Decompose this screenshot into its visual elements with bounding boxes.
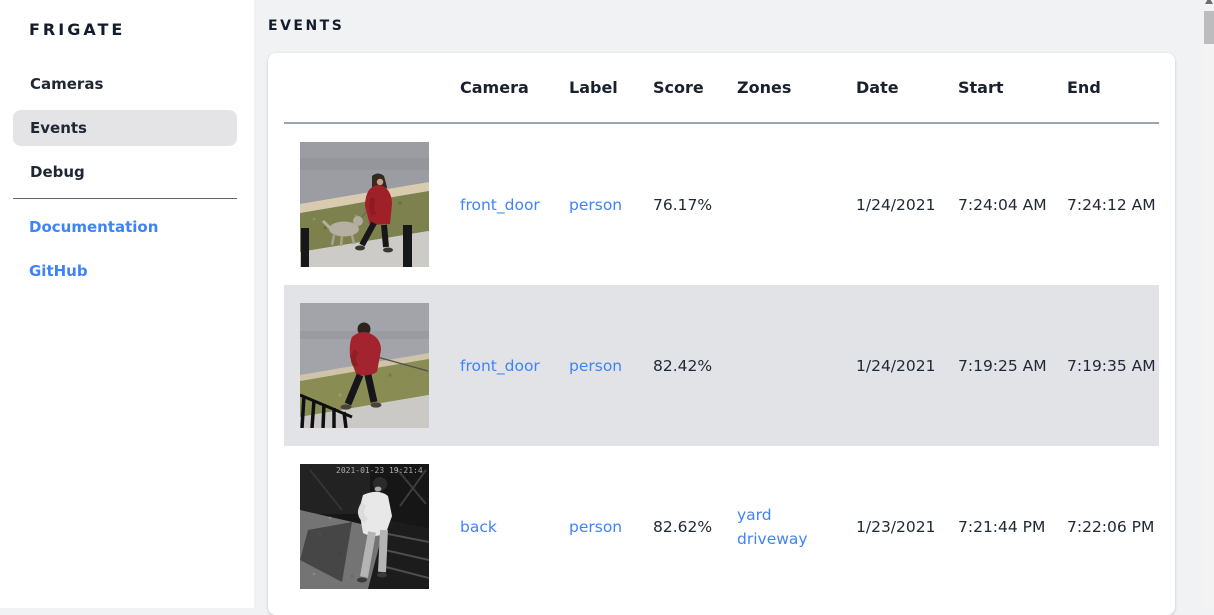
scrollbar-thumb[interactable] [1204, 11, 1214, 44]
column-header-label: Label [553, 53, 637, 124]
thumbnail-cell: 2021-01-23 19:21:4 [284, 446, 444, 607]
date-value: 1/24/2021 [856, 195, 936, 214]
page-title: EVENTS [268, 18, 345, 34]
events-table: Camera Label Score Zones Date Start End [284, 53, 1159, 607]
sidebar-item-cameras[interactable]: Cameras [30, 75, 104, 93]
zone-link[interactable]: driveway [737, 529, 808, 548]
end-time-value: 7:24:12 AM [1067, 195, 1156, 214]
thumbnail-cell [284, 123, 444, 285]
scrollbar-up-arrow-icon[interactable] [1205, 0, 1213, 4]
start-time-value: 7:24:04 AM [958, 195, 1047, 214]
app-title: FRIGATE [29, 20, 126, 39]
date-value: 1/23/2021 [856, 517, 936, 536]
score-value: 82.62% [653, 517, 713, 536]
camera-link[interactable]: back [460, 517, 497, 536]
scrollbar-track[interactable] [1204, 0, 1214, 608]
sidebar-nav: Cameras Events Debug [0, 66, 254, 190]
column-header-score: Score [637, 53, 721, 124]
camera-cell: front_door [444, 123, 553, 285]
event-row[interactable]: front_door person 76.17% 1/24/2021 7:24:… [284, 123, 1159, 285]
score-value: 76.17% [653, 195, 713, 214]
sidebar-item-events[interactable]: Events [13, 110, 237, 146]
event-row[interactable]: front_door person 82.42% 1/24/2021 7:19:… [284, 285, 1159, 446]
events-card: Camera Label Score Zones Date Start End [268, 53, 1175, 615]
column-header-zones: Zones [721, 53, 840, 124]
camera-cell: front_door [444, 285, 553, 446]
thumbnail-cell [284, 285, 444, 446]
label-link[interactable]: person [569, 517, 623, 536]
sidebar-link-github[interactable]: GitHub [29, 262, 88, 280]
label-link[interactable]: person [569, 356, 623, 375]
camera-cell: back [444, 446, 553, 607]
label-cell: person [553, 123, 637, 285]
table-header-row: Camera Label Score Zones Date Start End [284, 53, 1159, 124]
event-thumbnail[interactable]: 2021-01-23 19:21:4 [300, 464, 429, 589]
main-content: EVENTS Camera Label Score Zones Date [254, 0, 1214, 615]
score-value: 82.42% [653, 356, 713, 375]
label-cell: person [553, 446, 637, 607]
event-thumbnail[interactable] [300, 303, 429, 428]
column-header-end: End [1051, 53, 1159, 124]
event-row[interactable]: 2021-01-23 19:21:4 back person 82.62% ya… [284, 446, 1159, 607]
camera-link[interactable]: front_door [460, 195, 540, 214]
column-header-start: Start [942, 53, 1051, 124]
zone-link[interactable]: yard [737, 505, 772, 524]
zones-cell [721, 123, 840, 285]
camera-link[interactable]: front_door [460, 356, 540, 375]
start-time-value: 7:21:44 PM [958, 517, 1046, 536]
zones-cell: yard driveway [721, 446, 840, 607]
events-table-body: front_door person 76.17% 1/24/2021 7:24:… [284, 123, 1159, 607]
column-header-date: Date [840, 53, 942, 124]
date-value: 1/24/2021 [856, 356, 936, 375]
event-thumbnail[interactable] [300, 142, 429, 267]
end-time-value: 7:22:06 PM [1067, 517, 1155, 536]
sidebar-link-documentation[interactable]: Documentation [29, 218, 159, 236]
column-header-thumbnail [284, 53, 444, 124]
column-header-camera: Camera [444, 53, 553, 124]
label-link[interactable]: person [569, 195, 623, 214]
sidebar: FRIGATE Cameras Events Debug Documentati… [0, 0, 254, 608]
end-time-value: 7:19:35 AM [1067, 356, 1156, 375]
zones-cell [721, 285, 840, 446]
svg-text:2021-01-23 19:21:4: 2021-01-23 19:21:4 [336, 466, 423, 475]
sidebar-divider [13, 198, 237, 199]
sidebar-item-debug[interactable]: Debug [30, 163, 85, 181]
label-cell: person [553, 285, 637, 446]
start-time-value: 7:19:25 AM [958, 356, 1047, 375]
